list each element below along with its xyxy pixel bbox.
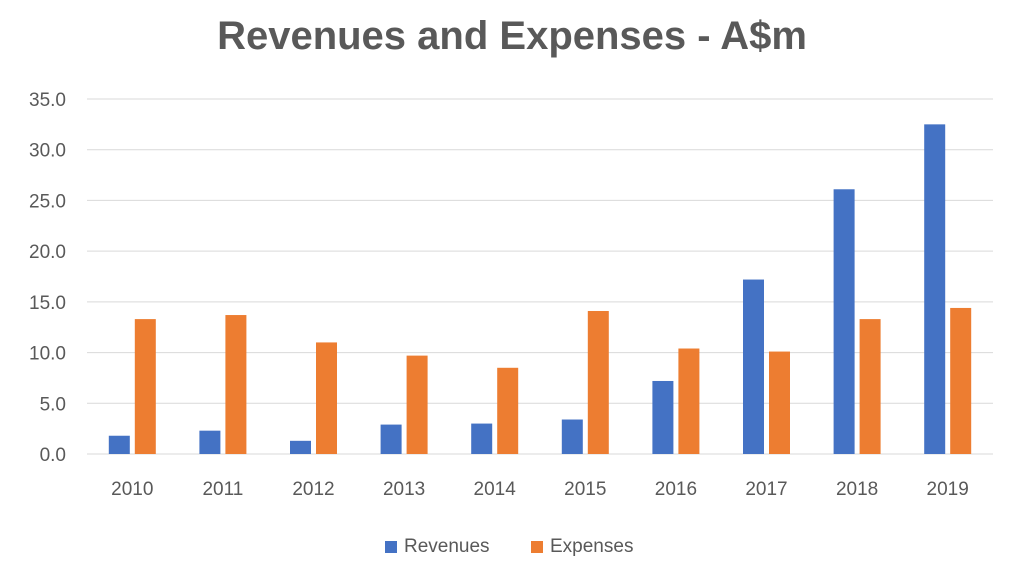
y-axis-tick-labels: 0.0 5.0 10.0 15.0 20.0 25.0 30.0 35.0: [29, 90, 66, 466]
bar-revenues-2019: [924, 124, 946, 454]
bar-revenues-2010: [108, 435, 130, 454]
y-tick-label: 15.0: [29, 293, 66, 314]
x-tick-label: 2011: [202, 479, 243, 500]
legend: Revenues Expenses: [385, 536, 633, 557]
legend-label-revenues: Revenues: [404, 536, 490, 557]
x-axis-tick-labels: 2010 2011 2012 2013 2014 2015 2016 2017 2018 2019: [111, 479, 969, 500]
gridlines: [87, 98, 993, 455]
bar-expenses-2012: [316, 342, 337, 454]
bar-expenses-2014: [497, 367, 519, 454]
bar-expenses-2010: [134, 319, 156, 454]
y-tick-label: 30.0: [29, 141, 66, 162]
bar-revenues-2015: [561, 419, 583, 454]
bar-revenues-2011: [199, 430, 221, 454]
bar-revenues-2017: [743, 279, 764, 454]
bar-revenues-2018: [833, 189, 855, 454]
bar-expenses-2017: [769, 351, 790, 454]
y-tick-label: 0.0: [40, 445, 66, 466]
bar-expenses-2015: [587, 310, 609, 454]
bar-expenses-2019: [950, 307, 972, 454]
x-tick-label: 2013: [383, 479, 425, 500]
y-tick-label: 35.0: [29, 90, 66, 111]
legend-swatch-expenses: [531, 541, 543, 553]
bar-revenues-2012: [290, 440, 311, 454]
bar-expenses-2018: [859, 319, 881, 454]
bar-revenues-2013: [380, 424, 402, 454]
chart-title: Revenues and Expenses - A$m: [217, 14, 807, 58]
bar-revenues-2014: [471, 423, 493, 454]
x-tick-label: 2017: [745, 479, 787, 500]
bar-expenses-2016: [678, 348, 700, 454]
y-tick-label: 25.0: [29, 191, 66, 212]
bar-expenses-2011: [225, 315, 247, 454]
legend-label-expenses: Expenses: [550, 536, 633, 557]
legend-swatch-revenues: [385, 541, 397, 553]
bar-expenses-2013: [406, 355, 428, 454]
y-tick-label: 10.0: [29, 344, 66, 365]
x-tick-label: 2014: [474, 479, 517, 500]
y-tick-label: 5.0: [40, 394, 66, 415]
x-tick-label: 2010: [111, 479, 153, 500]
bar-revenues-2016: [652, 380, 674, 454]
x-tick-label: 2018: [836, 479, 878, 500]
bars: [108, 124, 972, 454]
x-tick-label: 2012: [292, 479, 334, 500]
x-tick-label: 2019: [927, 479, 969, 500]
y-tick-label: 20.0: [29, 242, 66, 263]
x-tick-label: 2016: [655, 479, 697, 500]
x-tick-label: 2015: [564, 479, 606, 500]
